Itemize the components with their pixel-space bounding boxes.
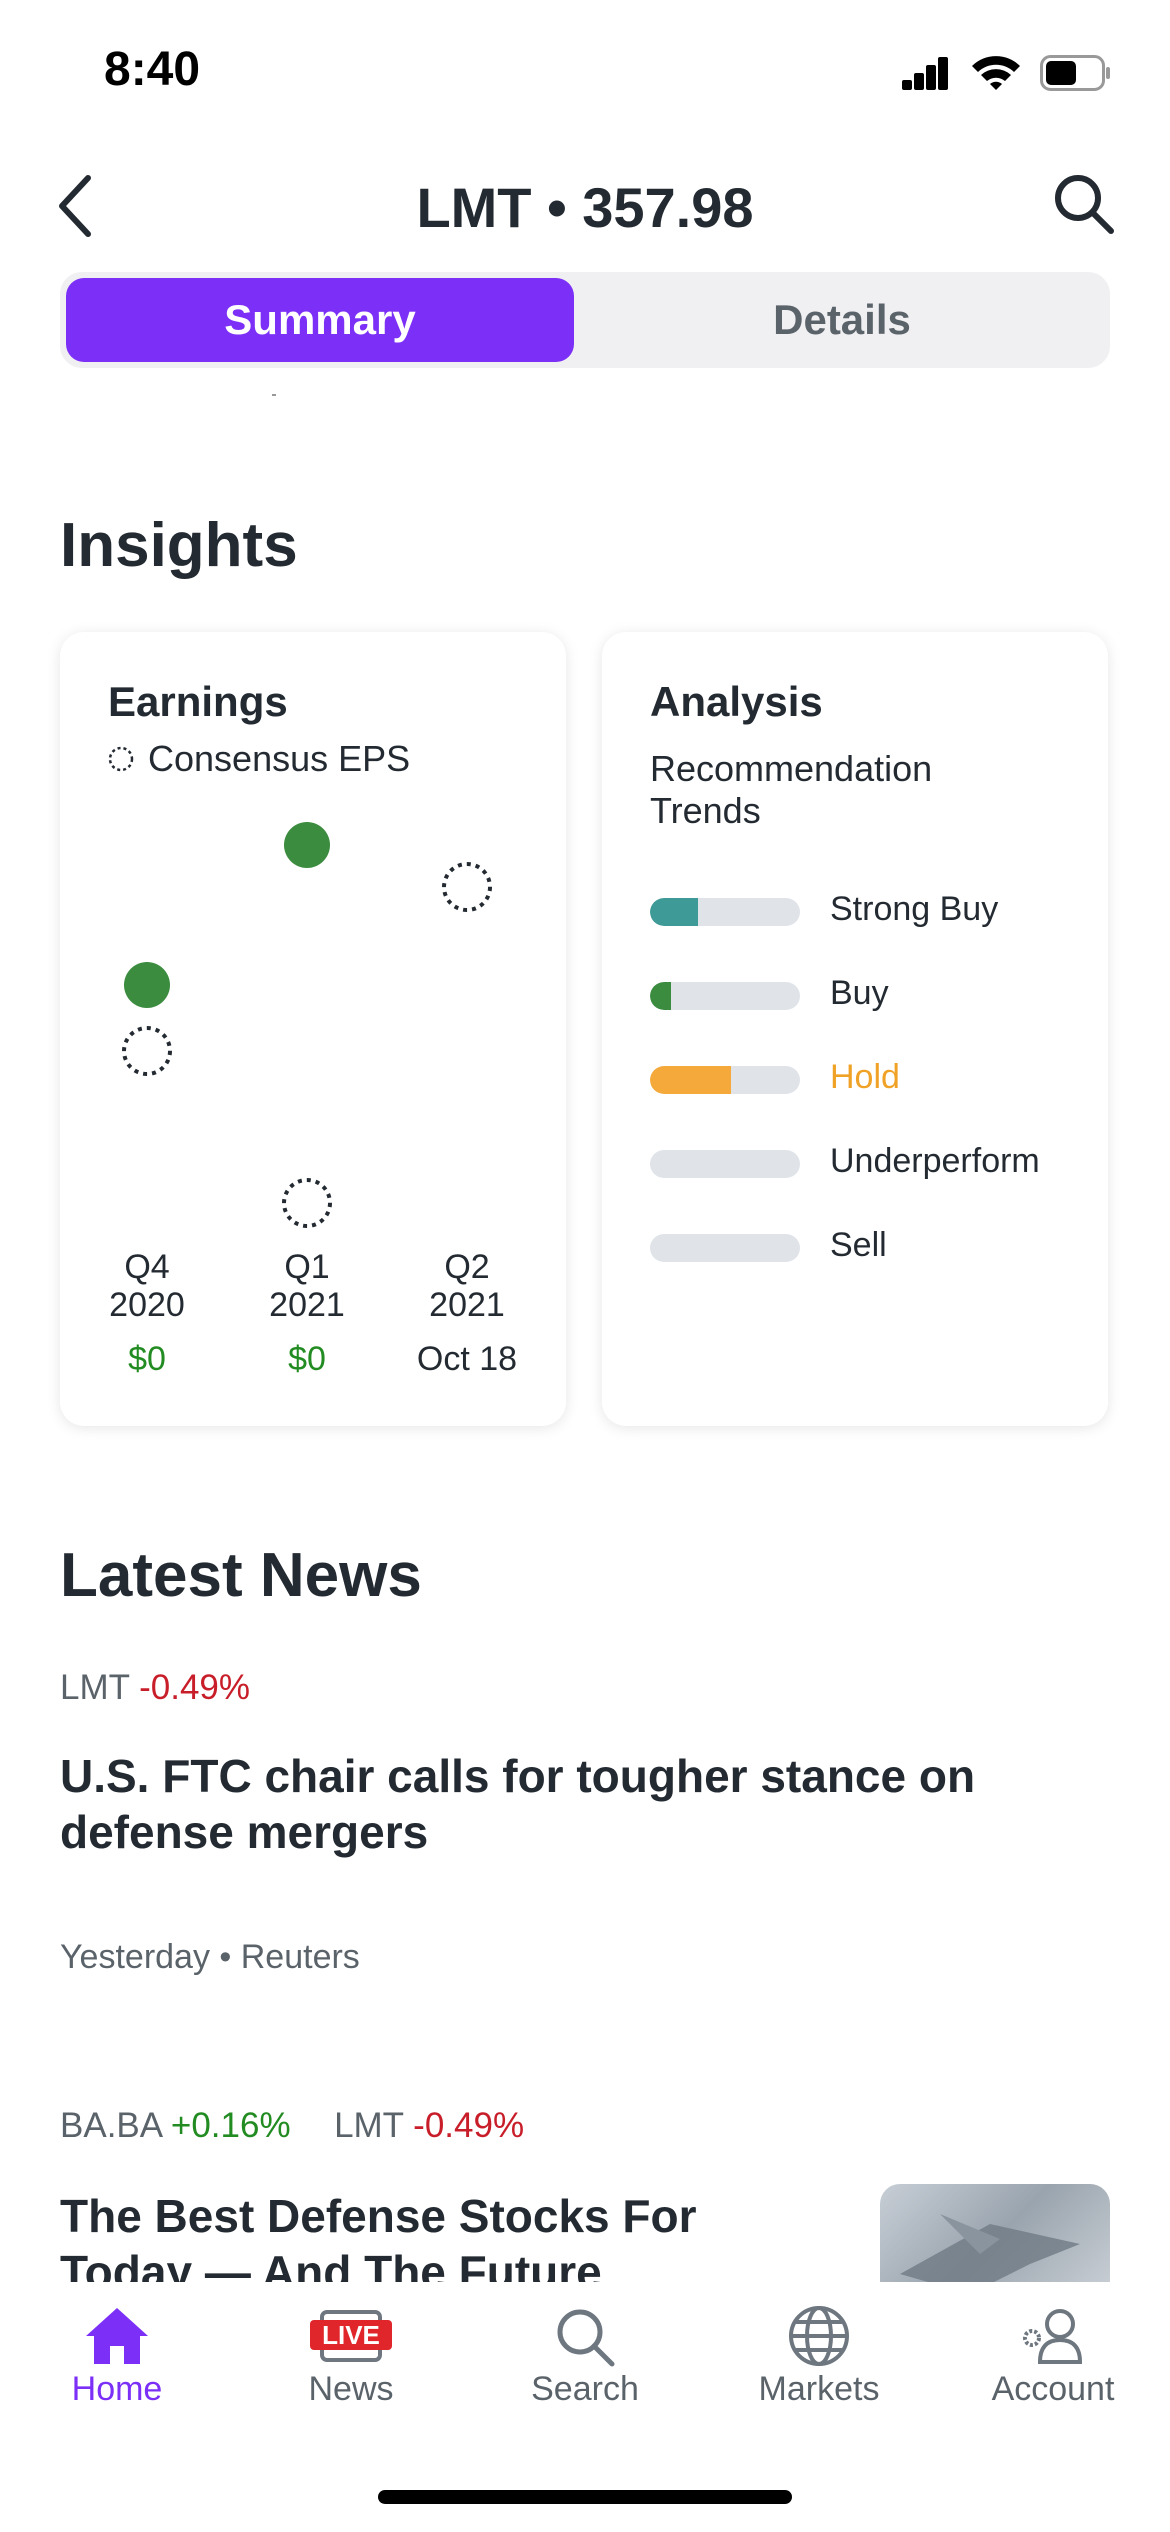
quarter-label: Q1 2021 [269,1248,345,1324]
news-clip: The Best Defense Stocks For Today — And … [0,2180,1170,2282]
news-headline[interactable]: U.S. FTC chair calls for tougher stance … [60,1750,976,1858]
search-icon[interactable] [1052,172,1116,236]
scroll-artifact [272,394,276,396]
recommendation-bar [650,1150,800,1178]
consensus-eps-dot-q2-2021 [442,862,492,912]
recommendation-bar [650,1066,800,1094]
ticker-symbol: LMT [60,1668,130,1707]
consensus-eps-dot-q4-2020 [122,1026,172,1076]
actual-eps-dot-q1-2021 [284,822,330,868]
analysis-subtitle: Recommendation Trends [650,748,933,831]
tab-markets-label: Markets [758,2370,880,2408]
tab-summary[interactable]: Summary [66,278,574,362]
tab-search-label: Search [531,2370,639,2408]
latest-news-heading: Latest News [60,1541,422,1610]
search-icon [557,2309,615,2367]
quarter-value: $0 [128,1340,166,1378]
actual-eps-dot-q4-2020 [124,962,170,1008]
account-settings-icon [1023,2309,1083,2364]
earnings-title: Earnings [108,678,288,725]
back-icon[interactable] [56,174,96,238]
tab-home-label: Home [71,2370,163,2408]
quarter-label: Q2 2021 [429,1248,505,1324]
consensus-eps-dot-q1-2021 [282,1178,332,1228]
recommendation-label: Hold [830,1058,900,1096]
recommendation-label: Sell [830,1226,887,1264]
news-ticker-row[interactable]: BA.BA +0.16% LMT -0.49% [60,2106,524,2146]
quarter-value: $0 [288,1340,326,1378]
insights-heading: Insights [60,511,298,580]
home-icon [86,2308,148,2364]
analysis-card[interactable] [602,632,1108,1426]
earnings-card[interactable]: Earnings Consensus EPS Q4 2020 Q1 2021 Q2 2… [60,632,566,1426]
cellular-signal-icon [902,56,948,90]
recommendation-bar [650,982,800,1010]
quarter-value: Oct 18 [416,1340,518,1378]
tab-account-label: Account [991,2370,1115,2408]
wifi-icon [972,56,1020,90]
ticker-change: +0.16% [170,2106,291,2145]
recommendation-bar-fill [650,1066,731,1094]
tab-news-label: News [308,2370,394,2408]
news-headline[interactable]: The Best Defense Stocks For Today — And … [60,2190,697,2282]
recommendation-label: Buy [830,974,889,1012]
segmented-control: Summary Details [60,272,1110,368]
news-ticker-row[interactable]: LMT -0.49% [60,1668,250,1708]
home-indicator [378,2490,792,2504]
battery-icon [1040,55,1110,91]
recommendation-bar [650,1234,800,1262]
page-title: LMT • 357.98 [416,176,754,239]
recommendation-bar [650,898,800,926]
consensus-legend-icon [108,746,134,772]
news-thumbnail[interactable] [880,2184,1110,2282]
recommendation-label: Strong Buy [830,890,999,928]
earnings-legend: Consensus EPS [148,738,411,779]
ticker-symbol: BA.BA [60,2106,162,2145]
quarter-label: Q4 2020 [109,1248,185,1324]
status-time: 8:40 [104,43,201,96]
recommendation-bar-fill [650,982,671,1010]
live-badge: LIVE [310,2320,392,2350]
ticker-symbol: LMT [334,2106,404,2145]
tab-details[interactable]: Details [773,296,911,343]
fighter-jet-image [900,2214,1080,2282]
analysis-title: Analysis [650,678,823,725]
recommendation-label: Underperform [830,1142,1040,1180]
ticker-change: -0.49% [413,2106,525,2145]
ticker-change: -0.49% [139,1668,251,1707]
globe-icon [789,2306,849,2366]
recommendation-bar-fill [650,898,698,926]
news-meta: Yesterday • Reuters [60,1938,360,1976]
